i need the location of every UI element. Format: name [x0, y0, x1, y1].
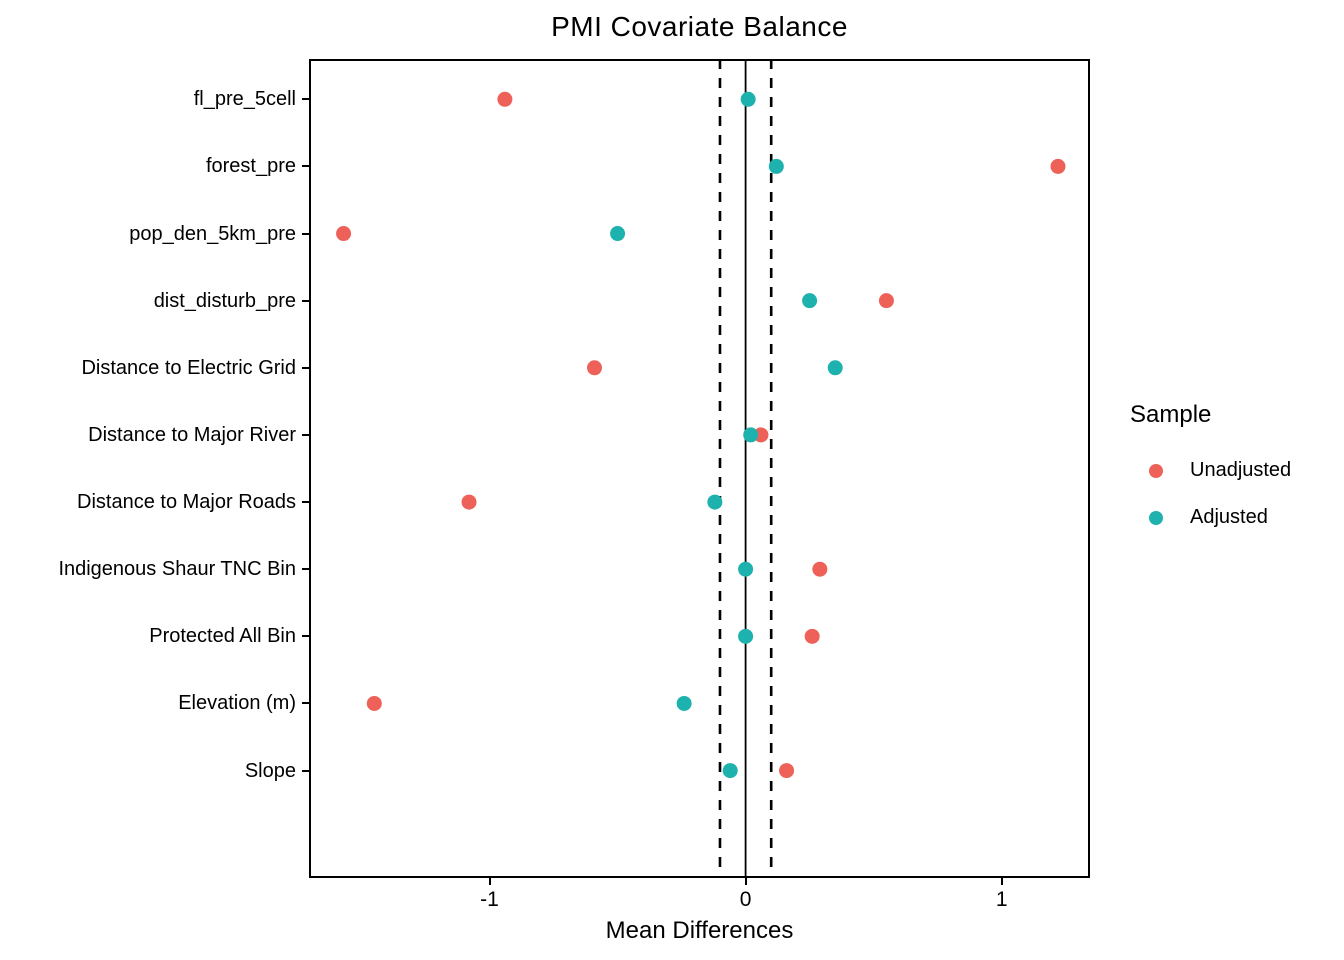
y-axis-label-dist-disturb-pre: dist_disturb_pre [153, 289, 296, 312]
x-tick-mark [1000, 878, 1003, 885]
point-unadjusted-slope [779, 763, 795, 779]
legend-label-adjusted: Adjusted [1190, 506, 1268, 528]
y-tick-mark [302, 769, 309, 772]
legend-dot-unadjusted [1149, 463, 1163, 478]
legend-title: Sample [1130, 401, 1212, 428]
point-adjusted-distance-to-electric-grid [827, 360, 843, 376]
y-tick-mark [302, 299, 309, 302]
x-axis-tick-label--1: -1 [480, 888, 499, 911]
point-adjusted-dist-disturb-pre [802, 293, 818, 309]
y-axis-label-slope: Slope [244, 759, 296, 782]
point-adjusted-fl-pre-5cell [740, 91, 756, 107]
x-tick-mark [744, 878, 747, 885]
y-tick-mark [302, 232, 309, 235]
point-adjusted-forest-pre [768, 158, 784, 174]
y-tick-mark [302, 568, 309, 571]
x-axis-tick-label-1: 1 [995, 888, 1008, 911]
point-unadjusted-indigenous-shaur-tnc-bin [812, 561, 828, 577]
point-unadjusted-elevation-m [366, 695, 382, 711]
legend: Sample Unadjusted Adjusted [1130, 401, 1340, 541]
y-axis-label-distance-to-electric-grid: Distance to Electric Grid [81, 356, 296, 379]
y-axis-label-indigenous-shaur-tnc-bin: Indigenous Shaur TNC Bin [58, 558, 296, 581]
point-unadjusted-pop-den-5km-pre [336, 226, 352, 242]
y-tick-mark [302, 433, 309, 436]
x-axis-title: Mean Differences [605, 917, 794, 944]
legend-label-unadjusted: Unadjusted [1190, 459, 1292, 481]
y-tick-mark [302, 702, 309, 705]
point-unadjusted-distance-to-major-roads [461, 494, 477, 510]
point-adjusted-indigenous-shaur-tnc-bin [738, 561, 754, 577]
y-axis-label-pop-den-5km-pre: pop_den_5km_pre [129, 222, 296, 245]
point-adjusted-slope [722, 763, 738, 779]
y-tick-mark [302, 366, 309, 369]
legend-item-adjusted: Adjusted [1130, 494, 1340, 541]
point-unadjusted-dist-disturb-pre [878, 293, 894, 309]
legend-items: Unadjusted Adjusted [1130, 447, 1340, 541]
y-axis-label-distance-to-major-roads: Distance to Major Roads [77, 491, 296, 514]
legend-dot-adjusted [1149, 510, 1163, 525]
point-unadjusted-distance-to-electric-grid [587, 360, 603, 376]
x-tick-mark [488, 878, 491, 885]
legend-item-unadjusted: Unadjusted [1130, 447, 1340, 494]
y-axis-label-protected-all-bin: Protected All Bin [149, 625, 296, 648]
point-adjusted-distance-to-major-river [743, 427, 759, 443]
plot-panel [309, 59, 1090, 878]
chart-title: PMI Covariate Balance [551, 11, 848, 42]
y-tick-mark [302, 501, 309, 504]
point-adjusted-pop-den-5km-pre [610, 226, 626, 242]
point-unadjusted-protected-all-bin [804, 628, 820, 644]
x-axis-tick-label-0: 0 [739, 888, 752, 911]
point-adjusted-protected-all-bin [738, 628, 754, 644]
point-unadjusted-fl-pre-5cell [497, 91, 513, 107]
y-tick-mark [302, 165, 309, 168]
y-tick-mark [302, 635, 309, 638]
y-tick-mark [302, 98, 309, 101]
plot-area [336, 61, 1066, 876]
y-axis-label-forest-pre: forest_pre [205, 155, 296, 178]
point-unadjusted-forest-pre [1050, 158, 1066, 174]
point-adjusted-distance-to-major-roads [707, 494, 723, 510]
y-axis-label-fl-pre-5cell: fl_pre_5cell [193, 88, 296, 111]
y-axis-label-elevation-m: Elevation (m) [178, 692, 296, 715]
y-axis-label-distance-to-major-river: Distance to Major River [88, 423, 296, 446]
point-adjusted-elevation-m [676, 695, 692, 711]
